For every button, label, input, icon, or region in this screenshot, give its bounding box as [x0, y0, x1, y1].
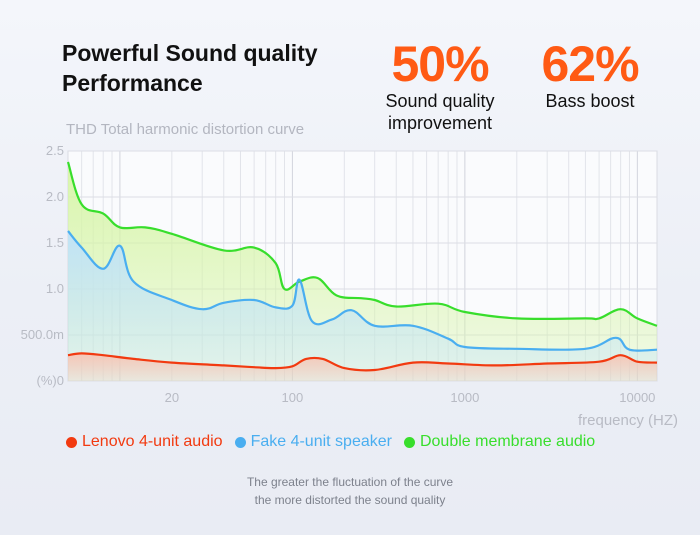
- stat-value: 62%: [541, 36, 639, 92]
- stat-value: 50%: [391, 36, 489, 92]
- headline-line-2: Performance: [62, 70, 203, 96]
- series-line-fake-4-unit-speaker: [67, 230, 658, 352]
- headline: Powerful Sound quality Performance: [62, 38, 318, 98]
- x-tick-label: 100: [282, 390, 304, 405]
- stat-caption-line-2: improvement: [387, 113, 493, 133]
- legend-item: Double membrane audio: [403, 433, 596, 451]
- x-tick-label: 20: [165, 390, 179, 405]
- x-tick-label: 10000: [619, 390, 655, 405]
- legend-marker: [66, 436, 77, 448]
- chart-title: THD Total harmonic distortion curve: [66, 121, 305, 138]
- legend-item: Fake 4-unit speaker: [234, 433, 392, 451]
- series-line-double-membrane-audio: [66, 161, 658, 327]
- headline-line-1: Powerful Sound quality: [62, 40, 318, 66]
- legend-label: Lenovo 4-unit audio: [82, 433, 223, 450]
- stat-bass-boost: 62% Bass boost: [525, 38, 655, 112]
- x-axis-label: frequency (HZ): [578, 412, 678, 429]
- legend-item: Lenovo 4-unit audio: [66, 433, 223, 451]
- stat-caption-line-1: Bass boost: [545, 91, 635, 111]
- stat-sound-quality: 50% Sound quality improvement: [370, 38, 510, 134]
- chart-legend: Lenovo 4-unit audio Fake 4-unit speaker Do…: [66, 433, 607, 451]
- y-tick-label: 2.5: [46, 143, 64, 158]
- legend-marker: [234, 436, 246, 448]
- legend-label: Fake 4-unit speaker: [250, 433, 392, 450]
- thd-chart: (%)0 500.0m 1.0 1.5 2.0 2.5 20 100 1000 10000 freq…: [21, 143, 678, 429]
- legend-marker: [403, 436, 415, 448]
- y-tick-label: 2.0: [46, 189, 64, 204]
- x-tick-label: 1000: [450, 390, 479, 405]
- y-tick-label: 1.5: [46, 235, 64, 250]
- series-line-lenovo-4-unit-audio: [67, 352, 658, 372]
- footnote-line-2: the more distorted the sound quality: [254, 493, 446, 507]
- y-tick-label: 500.0m: [21, 327, 64, 342]
- legend-label: Double membrane audio: [419, 433, 596, 450]
- y-tick-label: (%)0: [37, 373, 64, 388]
- stat-caption-line-1: Sound quality: [385, 91, 495, 111]
- series-area-fake-4-unit-speaker: [68, 231, 657, 381]
- footnote: The greater the fluctuation of the curve…: [0, 473, 700, 509]
- footnote-line-1: The greater the fluctuation of the curve: [246, 475, 454, 489]
- series-area-lenovo-4-unit-audio: [68, 353, 657, 381]
- y-tick-label: 1.0: [46, 281, 64, 296]
